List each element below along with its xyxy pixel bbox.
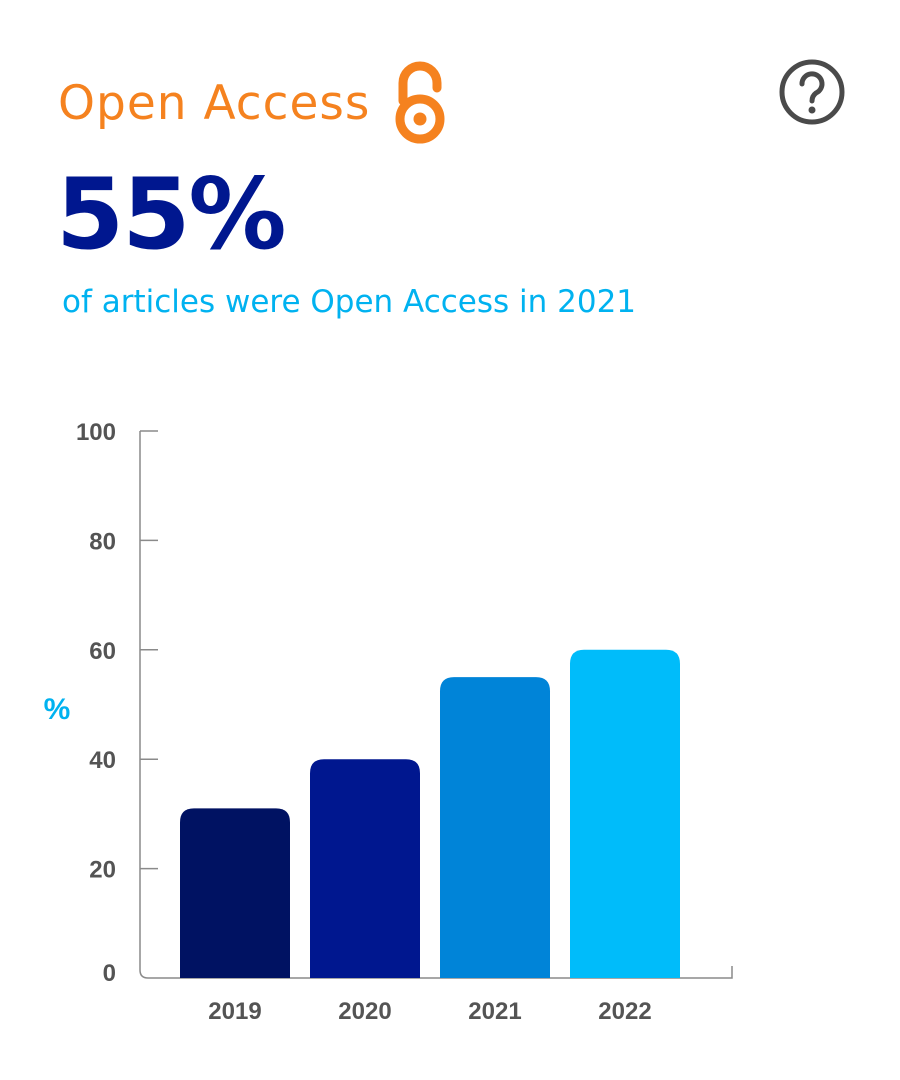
bar-2021	[440, 677, 550, 978]
open-access-lock-icon	[395, 61, 445, 144]
y-axis-label: %	[44, 693, 71, 726]
y-tick-label: 100	[76, 419, 116, 446]
x-tick-label-2020: 2020	[338, 998, 391, 1025]
chart-bars	[180, 649, 680, 978]
y-tick-label: 0	[103, 960, 116, 987]
x-tick-label-2021: 2021	[468, 998, 521, 1025]
y-tick-label: 20	[89, 857, 116, 884]
page-title: Open Access	[58, 75, 371, 131]
title-row: Open Access	[58, 58, 448, 148]
headline-caption: of articles were Open Access in 2021	[62, 284, 637, 320]
headline-stat: 55%	[56, 158, 287, 272]
chart-axes	[139, 430, 733, 979]
help-icon[interactable]	[778, 58, 846, 126]
x-tick-label-2019: 2019	[208, 998, 261, 1025]
bar-2019	[180, 808, 290, 978]
chart-ticks: 0 20 40 60 80 100% 2019 2020 2021 2022	[44, 419, 652, 1025]
axis-lines	[139, 431, 733, 979]
bar-2022	[570, 649, 680, 978]
bar-2020	[310, 759, 420, 978]
y-tick-label: 60	[89, 638, 116, 665]
y-tick-label: 40	[89, 747, 116, 774]
y-tick-label: 80	[89, 528, 116, 555]
x-tick-label-2022: 2022	[598, 998, 651, 1025]
